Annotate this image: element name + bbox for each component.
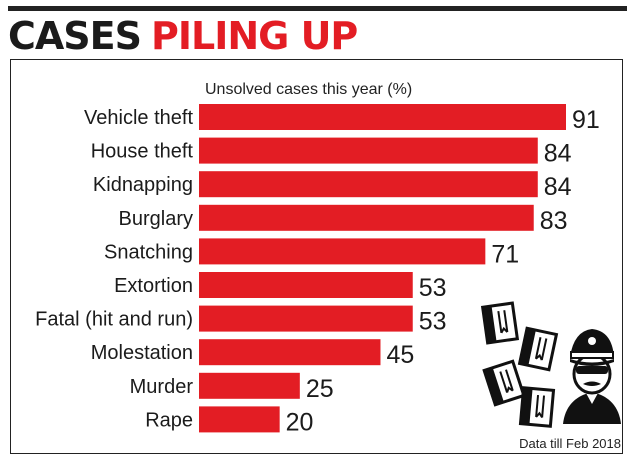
category-label-3: Burglary [119,208,193,230]
category-label-7: Molestation [91,342,193,364]
value-label-1: 84 [544,140,572,168]
bar-4 [199,238,486,265]
category-label-1: House theft [91,141,194,163]
bar-0 [199,104,566,130]
title-rule [8,6,627,11]
category-label-2: Kidnapping [93,174,193,196]
value-label-7: 45 [386,341,414,369]
bar-7 [199,339,381,366]
category-label-5: Extortion [114,275,193,297]
case-file-icon-3 [518,386,556,428]
category-label-6: Fatal (hit and run) [35,309,193,331]
bar-8 [199,372,300,399]
chart-title: Unsolved cases this year (%) [205,81,412,98]
title-part-2: PILING UP [151,14,358,58]
case-file-icon-0 [480,301,520,345]
page-title: CASES PILING UP [8,14,358,58]
value-label-8: 25 [306,375,334,403]
category-label-4: Snatching [104,241,193,263]
bar-3 [199,204,534,231]
category-label-8: Murder [130,376,194,398]
title-part-1: CASES [8,14,142,58]
police-officer-icon [563,329,621,424]
case-file-icon-2 [482,359,526,407]
value-label-5: 53 [419,274,447,302]
bar-6 [199,305,413,332]
category-label-0: Vehicle theft [84,107,193,129]
category-label-9: Rape [145,409,193,431]
bar-9 [199,406,280,433]
value-label-4: 71 [491,240,519,268]
bar-2 [199,171,538,198]
case-file-icon-1 [517,326,559,372]
value-label-2: 84 [544,173,572,201]
footnote: Data till Feb 2018 [519,436,621,451]
value-label-0: 91 [572,106,600,134]
chart-frame [10,59,623,454]
value-label-9: 20 [286,408,314,436]
bar-1 [199,137,538,164]
bar-5 [199,272,413,298]
value-label-6: 53 [419,308,447,336]
value-label-3: 83 [540,207,568,235]
